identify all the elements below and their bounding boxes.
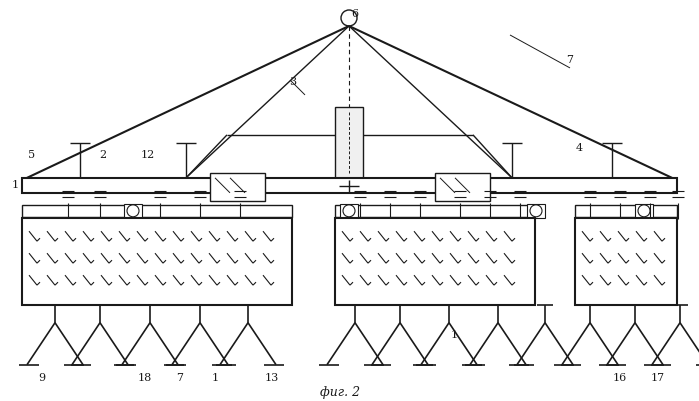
Bar <box>635 204 653 218</box>
Text: 17: 17 <box>651 373 665 383</box>
Text: 7: 7 <box>177 373 184 383</box>
Bar <box>22 178 677 193</box>
Text: 3: 3 <box>289 77 296 87</box>
Bar <box>335 205 535 217</box>
Text: 1: 1 <box>211 373 219 383</box>
Bar <box>22 205 292 217</box>
Bar <box>575 205 677 217</box>
Bar <box>22 218 292 305</box>
Text: 9: 9 <box>38 373 45 383</box>
Text: 1: 1 <box>450 330 458 340</box>
Text: фиг. 2: фиг. 2 <box>320 386 360 399</box>
Text: 16: 16 <box>613 373 627 383</box>
Text: 6: 6 <box>352 9 359 19</box>
Text: 13: 13 <box>265 373 279 383</box>
Bar <box>527 204 545 218</box>
Text: 5: 5 <box>29 150 36 160</box>
Bar <box>210 173 265 201</box>
Text: 2: 2 <box>99 150 106 160</box>
Bar <box>335 218 535 305</box>
Text: 18: 18 <box>138 373 152 383</box>
Bar <box>435 173 490 201</box>
Bar <box>124 204 142 218</box>
Text: 1: 1 <box>11 180 19 190</box>
Bar <box>575 218 677 305</box>
Bar <box>335 107 363 178</box>
Text: 12: 12 <box>141 150 155 160</box>
Text: 4: 4 <box>575 143 582 153</box>
Bar <box>340 204 358 218</box>
Text: 7: 7 <box>566 55 573 65</box>
